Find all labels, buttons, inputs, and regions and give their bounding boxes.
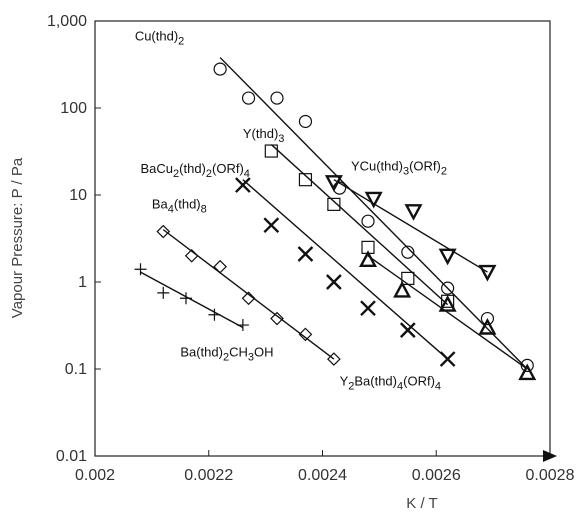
series-label: BaCu2(thd)2(ORf)4 (141, 161, 250, 180)
data-point-x (360, 300, 376, 317)
data-point-x (235, 177, 251, 193)
y-tick-label: 10 (69, 187, 87, 204)
data-point-circle (270, 91, 284, 105)
x-tick-label: 0.002 (75, 467, 115, 484)
data-point-triangle-down (438, 248, 457, 266)
data-point-circle (401, 245, 415, 259)
x-axis-label: K / T (406, 495, 437, 512)
data-point-triangle-down (364, 191, 383, 209)
fit-line (140, 271, 244, 329)
data-point-x (326, 274, 342, 290)
fit-line (242, 179, 449, 360)
y-tick-label: 1 (78, 274, 87, 291)
data-point-plus (208, 308, 221, 321)
series-label: Cu(thd)2 (135, 28, 184, 47)
data-point-square (298, 173, 313, 187)
series-label: Y2Ba(thd)4(ORf)4 (340, 373, 441, 392)
data-point-plus (134, 263, 147, 276)
x-tick-label: 0.0022 (184, 467, 233, 484)
data-point-circle (520, 358, 534, 372)
data-point-triangle-down (324, 175, 343, 192)
data-point-circle (480, 311, 495, 326)
fit-line (270, 144, 449, 306)
fit-lines (140, 57, 528, 370)
data-point-x (297, 246, 314, 262)
data-point-triangle-up (438, 295, 457, 312)
x-tick-label: 0.0026 (412, 467, 461, 484)
data-point-circle (298, 114, 313, 129)
data-point-x (399, 322, 416, 338)
data-point-diamond (298, 327, 313, 342)
x-axis-arrow-icon (543, 450, 557, 462)
data-point-plus (236, 319, 249, 332)
series-labels: Cu(thd)2 Y(thd)3 BaCu2(thd)2(ORf)4 YCu(thd)… (135, 28, 447, 392)
fit-line (367, 255, 528, 370)
data-point-circle (441, 281, 455, 295)
data-point-diamond (213, 259, 227, 274)
data-point-circle (213, 62, 227, 76)
plot-frame (94, 20, 551, 457)
y-tick-label: 0.01 (56, 448, 87, 465)
series-label: YCu(thd)3(ORf)2 (351, 159, 447, 178)
data-point-triangle-up (358, 250, 378, 267)
data-point-triangle-up (478, 317, 497, 335)
data-point-diamond (270, 311, 284, 326)
data-point-circle (361, 214, 375, 228)
data-point-x (439, 351, 456, 367)
data-point-circle (241, 91, 256, 105)
data-point-triangle-down (478, 264, 497, 282)
series-label: Ba(thd)2CH3OH (180, 344, 273, 363)
data-point-plus (180, 292, 192, 305)
data-point-square (264, 144, 278, 158)
data-point-diamond (156, 224, 171, 239)
fit-line (219, 57, 528, 370)
data-point-square (401, 271, 415, 285)
data-point-square (327, 197, 341, 211)
data-point-diamond (241, 291, 256, 306)
axis-ticks: 0.002 0.0022 0.0024 0.0026 0.0028 0.01 0.1 1 10 1… (47, 13, 575, 484)
data-point-plus (157, 286, 170, 299)
data-point-x (263, 217, 280, 234)
data-point-diamond (184, 248, 199, 263)
x-tick-label: 0.0028 (526, 467, 575, 484)
data-point-diamond (327, 352, 341, 366)
data-point-triangle-up (393, 280, 412, 298)
y-tick-label: 1,000 (47, 13, 87, 30)
data-point-triangle-up (518, 363, 537, 381)
fit-line (333, 179, 488, 273)
data-point-triangle-down (404, 204, 423, 221)
series-label: Ba4(thd)8 (152, 196, 207, 215)
y-tick-label: 0.1 (65, 361, 87, 378)
data-points (134, 62, 537, 381)
x-tick-label: 0.0024 (298, 467, 347, 484)
fit-line (162, 229, 335, 360)
y-axis-label: Vapour Pressure: P / Pa (9, 157, 26, 318)
y-tick-label: 100 (60, 100, 87, 117)
series-label: Y(thd)3 (243, 126, 285, 145)
